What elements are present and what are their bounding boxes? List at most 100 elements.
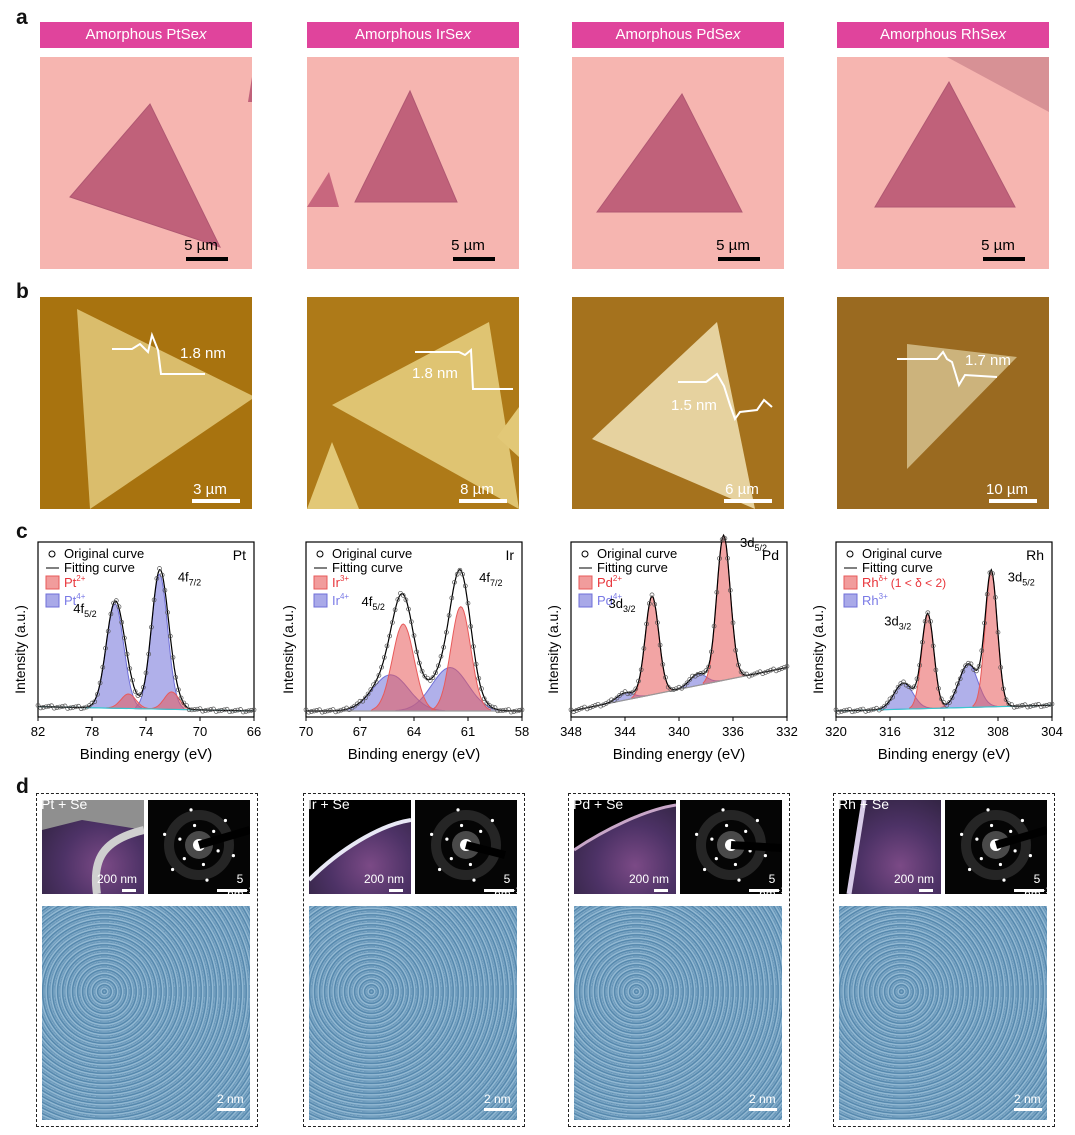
original-point [303,707,309,713]
original-point [833,707,839,713]
material-header-sub: x [198,26,207,43]
peak-label: 4f5/2 [73,601,96,619]
flake-shape [874,80,1016,208]
original-point [709,649,714,655]
original-point [611,698,617,703]
original-point [124,651,130,657]
original-point [462,583,468,589]
optical-image: 5 µm [837,57,1049,269]
original-point [998,665,1004,670]
y-axis-label: Intensity (a.u.) [545,605,561,694]
peak-label-sub: 5/2 [84,609,97,619]
afm-flake [307,322,519,509]
original-point [752,671,757,677]
material-header: Amorphous PtSex [40,22,252,48]
legend-original: Original curve [862,546,942,561]
original-point [968,661,974,667]
original-point [68,705,73,711]
tem-sample-label: Pt + Se [41,796,88,812]
fitting-curve [836,568,1052,712]
original-point [173,675,179,680]
optical-image: 5 µm [40,57,252,269]
original-point [108,611,114,617]
original-point [322,709,328,714]
original-point [592,703,598,708]
original-point [495,708,501,714]
beam-stop [197,826,250,849]
original-point [368,687,374,692]
saed-spot [223,818,228,823]
optical-scale-bar [186,257,228,261]
original-point [1041,703,1047,709]
original-point [866,708,871,714]
saed-spot [702,867,707,872]
edx-overlay [574,800,676,852]
original-point [430,675,436,681]
edx-scale-label: 200 nm [894,872,935,886]
saed-spot [178,837,182,841]
original-point [844,707,850,713]
afm-scale-label: 3 µm [193,481,227,498]
original-point [384,643,390,649]
legend-original: Original curve [597,546,677,561]
saed-ring [164,810,234,880]
original-point [979,648,985,653]
original-point [687,677,693,682]
original-point [103,645,108,651]
original-point [138,692,143,697]
saed-spot [205,878,209,882]
original-point [167,633,173,639]
original-point [601,702,606,708]
legend-swatch-blue [45,593,60,608]
tem-sample-label: Ir + Se [308,796,350,812]
optical-image: 5 µm [307,57,519,269]
original-point [965,660,971,666]
optical-flake [596,93,743,213]
saed-spot [231,854,235,858]
saed-scale-value: 5 nm [227,872,244,901]
height-profile [897,350,998,388]
original-point [508,709,514,715]
afm-scale-label: 8 µm [460,481,494,498]
original-point [879,706,885,711]
original-point [849,709,855,715]
original-point [208,707,214,712]
saed-scale-label: 5 nm−1 [223,872,257,901]
saed-scale-bar [749,889,779,892]
original-point [51,705,57,711]
original-point [995,630,1001,635]
original-point [452,579,457,585]
original-point [363,695,368,701]
original-point [938,696,944,702]
original-point [1003,697,1009,702]
original-point [465,600,471,606]
height-profile [678,372,773,422]
saed-spot [182,856,186,861]
legend-marker-original [316,550,324,558]
original-point [1030,703,1036,709]
x-tick-label: 348 [560,724,582,739]
original-point [484,700,490,706]
original-point [933,667,939,673]
x-tick-label: 70 [299,724,313,739]
original-point [665,684,671,690]
original-point [663,675,668,680]
hrtem-scale-label: 2 nm [484,1092,511,1106]
beam-stop [465,841,506,859]
saed-spot [445,837,449,841]
original-point [184,703,189,708]
original-point [722,536,728,541]
legend-blue-state: Rh3+ [862,592,888,608]
original-point [165,610,170,615]
original-point [427,678,433,683]
material-header-text: Amorphous IrSe [355,26,464,43]
original-point [982,620,987,626]
original-point [895,684,901,690]
original-point [519,707,525,713]
original-point [695,671,701,677]
saed-spot [989,823,994,828]
saed-spot [733,862,738,867]
original-point [671,687,676,692]
original-point [235,707,241,713]
saed-spot [212,829,216,834]
